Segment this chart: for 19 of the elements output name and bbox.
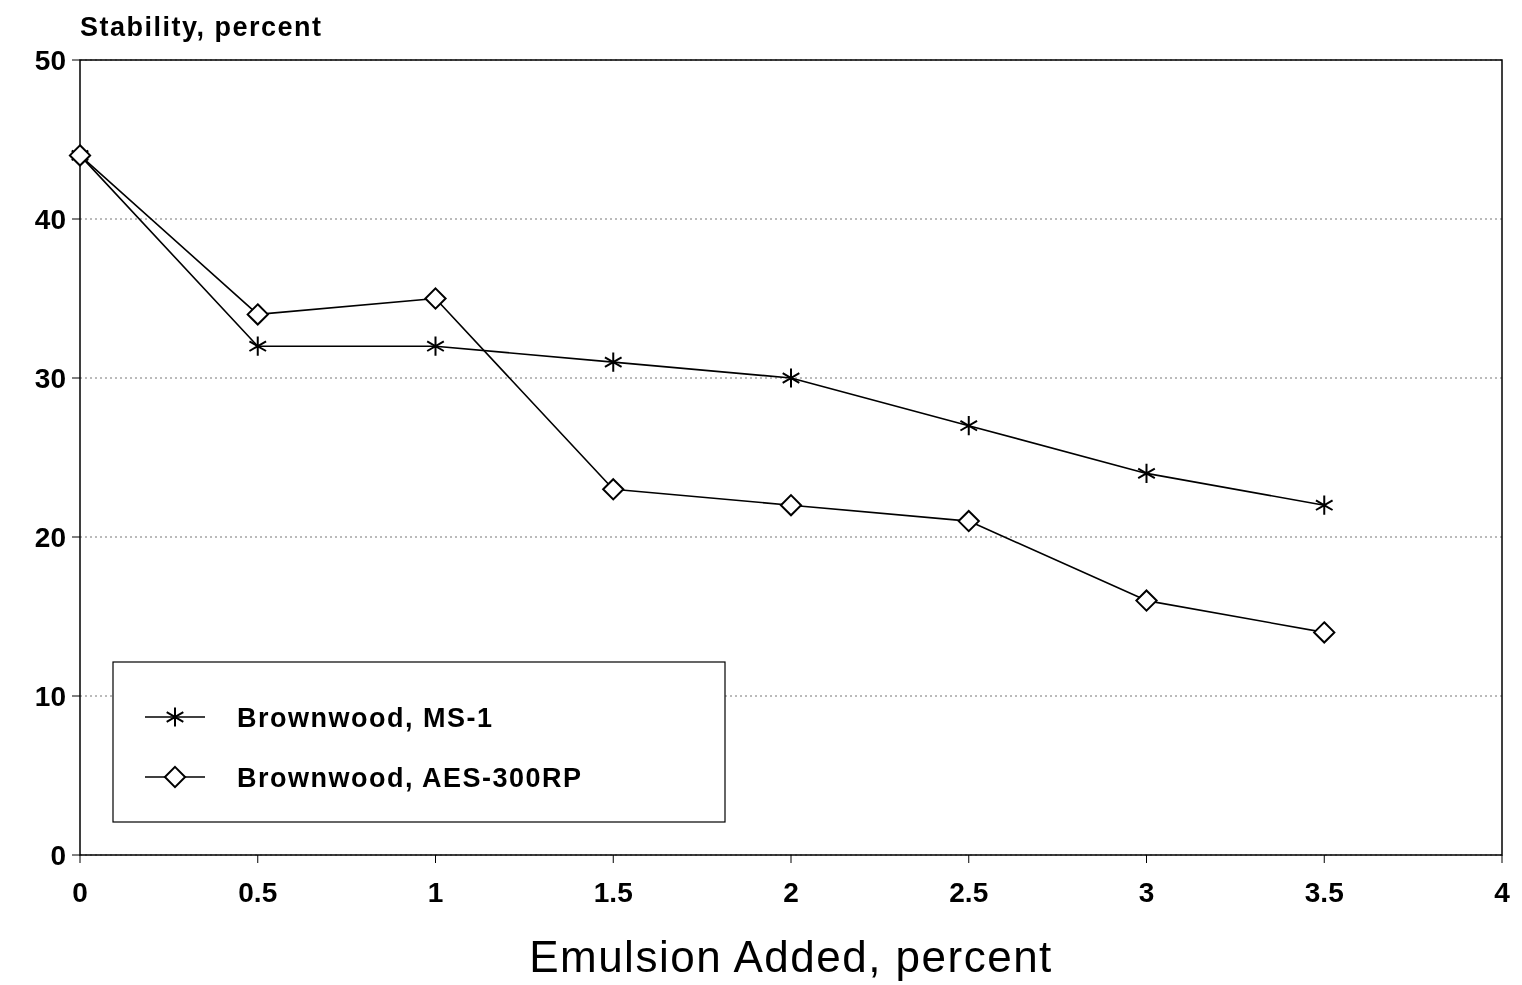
y-tick-label: 40 bbox=[34, 204, 66, 235]
legend-label: Brownwood, AES-300RP bbox=[237, 763, 583, 793]
x-tick-label: 3.5 bbox=[1304, 877, 1344, 908]
y-tick-label: 0 bbox=[50, 840, 66, 871]
y-tick-label: 50 bbox=[34, 45, 66, 76]
y-tick-label: 10 bbox=[34, 681, 66, 712]
x-tick-label: 0 bbox=[72, 877, 88, 908]
x-tick-label: 1.5 bbox=[593, 877, 633, 908]
x-tick-label: 0.5 bbox=[238, 877, 278, 908]
x-tick-label: 1 bbox=[427, 877, 444, 908]
x-tick-label: 2.5 bbox=[949, 877, 989, 908]
x-tick-label: 4 bbox=[1494, 877, 1511, 908]
y-tick-label: 20 bbox=[34, 522, 66, 553]
x-tick-label: 3 bbox=[1138, 877, 1155, 908]
x-tick-label: 2 bbox=[783, 877, 799, 908]
y-tick-label: 30 bbox=[34, 363, 66, 394]
y-axis-title: Stability, percent bbox=[80, 12, 323, 42]
legend-label: Brownwood, MS-1 bbox=[237, 703, 494, 733]
x-axis-title: Emulsion Added, percent bbox=[529, 932, 1053, 981]
